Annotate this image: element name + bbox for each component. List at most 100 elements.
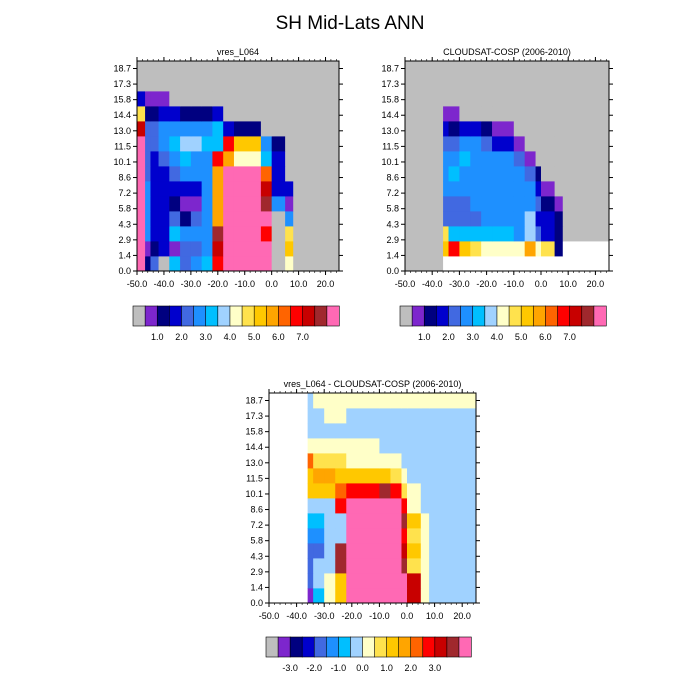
heatmap-cell bbox=[335, 558, 347, 574]
heatmap-cell bbox=[212, 241, 224, 257]
heatmap-cell bbox=[492, 181, 515, 197]
heatmap-cell bbox=[335, 393, 347, 409]
heatmap-cell bbox=[145, 136, 151, 152]
heatmap-cell bbox=[169, 211, 181, 227]
y-tick-label: 14.4 bbox=[113, 110, 131, 120]
heatmap-cell bbox=[346, 393, 380, 409]
colorbar-label: 5.0 bbox=[515, 332, 528, 342]
heatmap-cell bbox=[390, 483, 402, 499]
y-tick-label: 13.0 bbox=[245, 458, 263, 468]
heatmap-cell bbox=[524, 136, 536, 152]
heatmap-cell bbox=[150, 166, 159, 182]
heatmap-cell bbox=[390, 513, 402, 529]
heatmap-cell bbox=[324, 558, 336, 574]
heatmap-cell bbox=[535, 151, 542, 167]
heatmap-cell bbox=[401, 513, 408, 529]
y-tick-label: 17.3 bbox=[113, 79, 131, 89]
heatmap-cell bbox=[190, 166, 203, 182]
heatmap-cell bbox=[443, 136, 449, 152]
y-tick-label: 4.3 bbox=[386, 219, 399, 229]
heatmap-cell bbox=[260, 91, 273, 107]
heatmap-cell bbox=[335, 468, 347, 484]
colorbar-box bbox=[508, 305, 522, 327]
heatmap-cell bbox=[260, 121, 273, 137]
heatmap-cell bbox=[429, 438, 477, 454]
heatmap-cell bbox=[285, 196, 294, 212]
colorbar-label: 2.0 bbox=[175, 332, 188, 342]
heatmap-cell bbox=[223, 121, 235, 137]
heatmap-cell bbox=[541, 121, 555, 137]
colorbar-box bbox=[169, 305, 183, 327]
colorbar-box bbox=[289, 636, 303, 658]
heatmap-cell bbox=[324, 588, 336, 604]
heatmap-cell bbox=[223, 211, 235, 227]
heatmap-cell bbox=[313, 423, 325, 439]
heatmap-cell bbox=[223, 241, 235, 257]
y-tick-label: 5.8 bbox=[386, 204, 399, 214]
x-tick-label: -30.0 bbox=[449, 279, 470, 289]
heatmap-cell bbox=[212, 136, 224, 152]
heatmap-cell bbox=[190, 256, 203, 272]
panel-0: vres_L064 -50.0 -40.0 -30.0 -20.0 -10.0 0.0 10.… bbox=[113, 47, 343, 342]
heatmap-cell bbox=[390, 558, 402, 574]
heatmap-cell bbox=[180, 256, 192, 272]
colorbar-box bbox=[290, 305, 304, 327]
heatmap-cell bbox=[554, 181, 610, 197]
colorbar-box bbox=[422, 636, 436, 658]
heatmap-cell bbox=[335, 588, 347, 604]
panel-1: CLOUDSAT-COSP (2006-2010) -50.0 -40.0 -30.0… bbox=[381, 47, 613, 342]
heatmap-cell bbox=[271, 136, 286, 152]
heatmap-cell bbox=[443, 181, 449, 197]
heatmap-cell bbox=[390, 393, 402, 409]
heatmap-cell bbox=[285, 226, 294, 242]
heatmap-cell bbox=[554, 121, 610, 137]
y-tick-label: 17.3 bbox=[381, 79, 399, 89]
heatmap-cell bbox=[190, 121, 203, 137]
heatmap-cell bbox=[448, 106, 460, 122]
heatmap-cell bbox=[401, 588, 408, 604]
heatmap-cell bbox=[223, 91, 235, 107]
heatmap-cell bbox=[379, 408, 391, 424]
heatmap-cell bbox=[313, 468, 325, 484]
heatmap-cell bbox=[448, 136, 460, 152]
heatmap-cell bbox=[429, 408, 477, 424]
colorbar-box bbox=[386, 636, 400, 658]
heatmap-cell bbox=[271, 211, 286, 227]
colorbar-box bbox=[338, 636, 352, 658]
heatmap-cell bbox=[313, 528, 325, 544]
heatmap-cell bbox=[307, 528, 314, 544]
heatmap-cell bbox=[158, 121, 170, 137]
heatmap-cell bbox=[420, 438, 430, 454]
heatmap-cell bbox=[420, 393, 430, 409]
heatmap-cell bbox=[190, 136, 203, 152]
heatmap-cell bbox=[285, 211, 294, 227]
heatmap-cell bbox=[233, 196, 262, 212]
colorbar-box bbox=[265, 636, 279, 658]
y-tick-label: 2.9 bbox=[250, 567, 263, 577]
heatmap-cell bbox=[137, 151, 146, 167]
x-tick-label: -30.0 bbox=[314, 611, 335, 621]
heatmap-cell bbox=[307, 513, 314, 529]
x-tick-label: -20.0 bbox=[342, 611, 363, 621]
panel-2: vres_L064 - CLOUDSAT-COSP (2006-2010) -50… bbox=[245, 379, 480, 673]
heatmap-cell bbox=[150, 241, 159, 257]
plot-frame bbox=[404, 60, 610, 272]
heatmap-cell bbox=[201, 256, 213, 272]
heatmap-cell bbox=[448, 226, 460, 242]
heatmap-cell bbox=[307, 408, 314, 424]
heatmap-cell bbox=[554, 136, 610, 152]
heatmap-cell bbox=[481, 151, 493, 167]
y-tick-label: 2.9 bbox=[118, 235, 131, 245]
heatmap-cell bbox=[169, 151, 181, 167]
heatmap-cell bbox=[401, 543, 408, 559]
heatmap-cell bbox=[260, 211, 273, 227]
heatmap-cell bbox=[470, 181, 482, 197]
colorbar-label: 3.0 bbox=[466, 332, 479, 342]
heatmap-cell bbox=[390, 573, 402, 589]
heatmap-cell bbox=[260, 226, 273, 242]
y-tick-label: 14.4 bbox=[381, 110, 399, 120]
y-tick-label: 7.2 bbox=[118, 188, 131, 198]
colorbar-label: -3.0 bbox=[282, 663, 298, 673]
heatmap-cell bbox=[459, 121, 471, 137]
heatmap-cell bbox=[562, 196, 610, 212]
